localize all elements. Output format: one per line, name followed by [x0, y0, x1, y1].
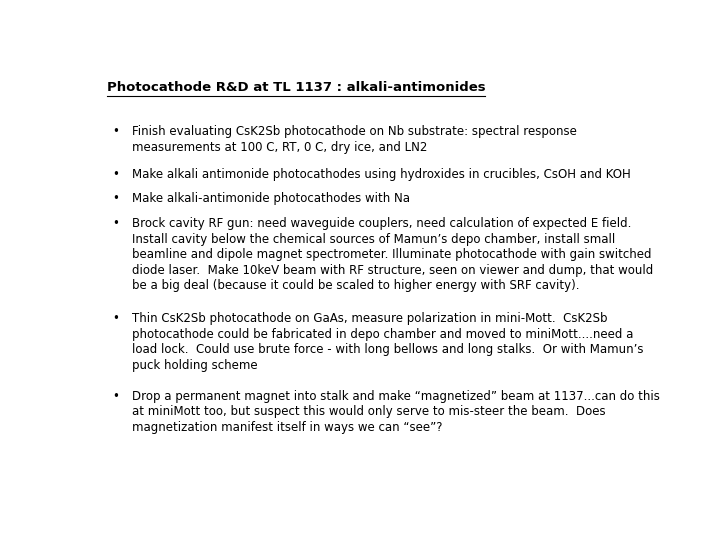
Text: •: •	[112, 192, 120, 205]
Text: Photocathode R&D at TL 1137 : alkali-antimonides: Photocathode R&D at TL 1137 : alkali-ant…	[107, 82, 485, 94]
Text: •: •	[112, 167, 120, 180]
Text: Drop a permanent magnet into stalk and make “magnetized” beam at 1137...can do t: Drop a permanent magnet into stalk and m…	[132, 389, 660, 434]
Text: Make alkali antimonide photocathodes using hydroxides in crucibles, CsOH and KOH: Make alkali antimonide photocathodes usi…	[132, 167, 631, 180]
Text: Make alkali-antimonide photocathodes with Na: Make alkali-antimonide photocathodes wit…	[132, 192, 410, 205]
Text: •: •	[112, 389, 120, 402]
Text: •: •	[112, 312, 120, 325]
Text: Brock cavity RF gun: need waveguide couplers, need calculation of expected E fie: Brock cavity RF gun: need waveguide coup…	[132, 218, 653, 292]
Text: •: •	[112, 125, 120, 138]
Text: •: •	[112, 218, 120, 231]
Text: Finish evaluating CsK2Sb photocathode on Nb substrate: spectral response
measure: Finish evaluating CsK2Sb photocathode on…	[132, 125, 577, 153]
Text: Thin CsK2Sb photocathode on GaAs, measure polarization in mini-Mott.  CsK2Sb
pho: Thin CsK2Sb photocathode on GaAs, measur…	[132, 312, 644, 372]
